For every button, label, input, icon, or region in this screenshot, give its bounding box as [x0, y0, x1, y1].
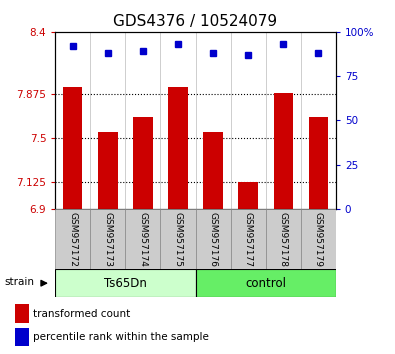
Text: GSM957178: GSM957178 — [278, 212, 288, 267]
Bar — [239, 182, 258, 209]
Bar — [98, 132, 118, 209]
Bar — [90, 209, 126, 269]
Text: control: control — [245, 277, 286, 290]
Bar — [133, 117, 152, 209]
Text: Ts65Dn: Ts65Dn — [104, 277, 147, 290]
Bar — [55, 269, 196, 297]
Bar — [301, 209, 336, 269]
Text: GSM957172: GSM957172 — [68, 212, 77, 267]
Text: GSM957179: GSM957179 — [314, 212, 323, 267]
Text: GSM957177: GSM957177 — [244, 212, 253, 267]
Bar — [273, 93, 293, 209]
Bar — [231, 209, 265, 269]
Bar — [196, 269, 336, 297]
Text: GSM957176: GSM957176 — [209, 212, 218, 267]
Bar — [15, 328, 29, 347]
Title: GDS4376 / 10524079: GDS4376 / 10524079 — [113, 14, 278, 29]
Bar — [308, 117, 328, 209]
Bar — [196, 209, 231, 269]
Bar — [15, 304, 29, 323]
Text: GSM957175: GSM957175 — [173, 212, 182, 267]
Text: strain: strain — [4, 277, 34, 287]
Bar — [63, 87, 83, 209]
Bar — [55, 209, 90, 269]
Text: transformed count: transformed count — [32, 309, 130, 319]
Bar — [126, 209, 160, 269]
Bar — [168, 87, 188, 209]
Bar — [203, 132, 223, 209]
Text: GSM957173: GSM957173 — [103, 212, 113, 267]
Text: GSM957174: GSM957174 — [138, 212, 147, 267]
Bar — [265, 209, 301, 269]
Text: percentile rank within the sample: percentile rank within the sample — [32, 332, 209, 342]
Bar — [160, 209, 196, 269]
